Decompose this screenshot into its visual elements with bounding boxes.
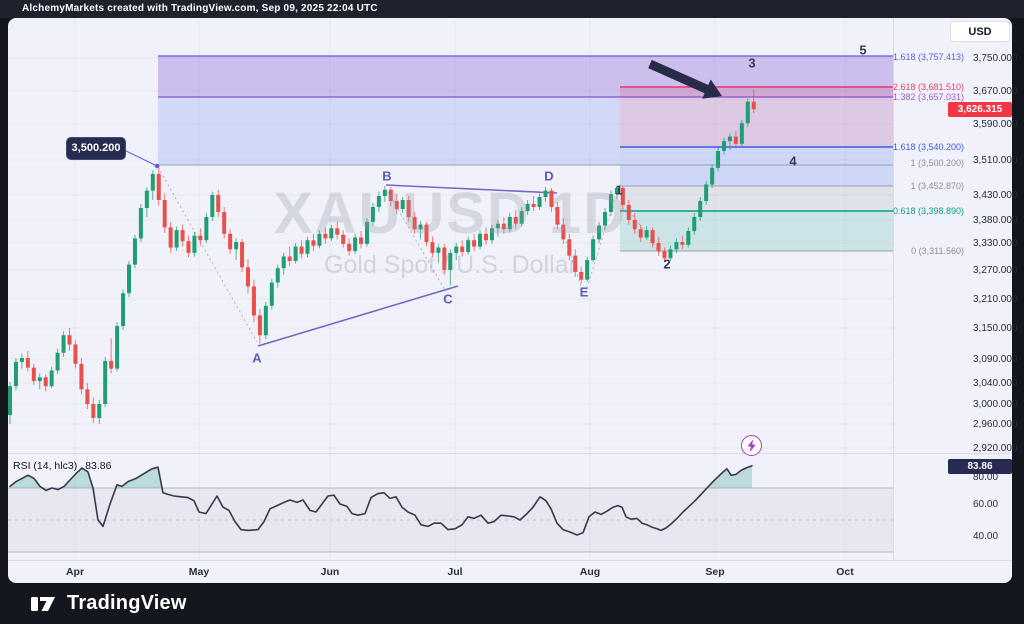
tradingview-logo-icon bbox=[31, 596, 55, 611]
price-callout-label: 3,500.200 bbox=[71, 142, 121, 154]
price-callout: 3,500.200 bbox=[66, 137, 126, 160]
indicator-value: 83.86 bbox=[85, 460, 112, 472]
lightning-bolt-icon bbox=[747, 439, 756, 452]
last-price-badge: 3,626.315 bbox=[948, 102, 1012, 117]
indicator-name: RSI (14, hlc3) bbox=[13, 460, 78, 472]
rsi-value-badge-label: 83.86 bbox=[967, 461, 993, 472]
currency-button[interactable]: USD bbox=[950, 21, 1010, 42]
flash-icon bbox=[741, 435, 762, 456]
footer-bar: TradingView bbox=[0, 583, 1024, 624]
last-price-badge-label: 3,626.315 bbox=[957, 104, 1003, 115]
tradingview-brand-text: TradingView bbox=[67, 592, 187, 614]
indicator-label: RSI (14, hlc3) 83.86 bbox=[13, 460, 111, 472]
attribution-text: AlchemyMarkets created with TradingView.… bbox=[22, 3, 378, 14]
tradingview-logo[interactable]: TradingView bbox=[30, 592, 187, 615]
rsi-value-badge: 83.86 bbox=[948, 459, 1012, 474]
currency-button-label: USD bbox=[968, 26, 992, 38]
attribution-bar: AlchemyMarkets created with TradingView.… bbox=[0, 0, 1024, 18]
